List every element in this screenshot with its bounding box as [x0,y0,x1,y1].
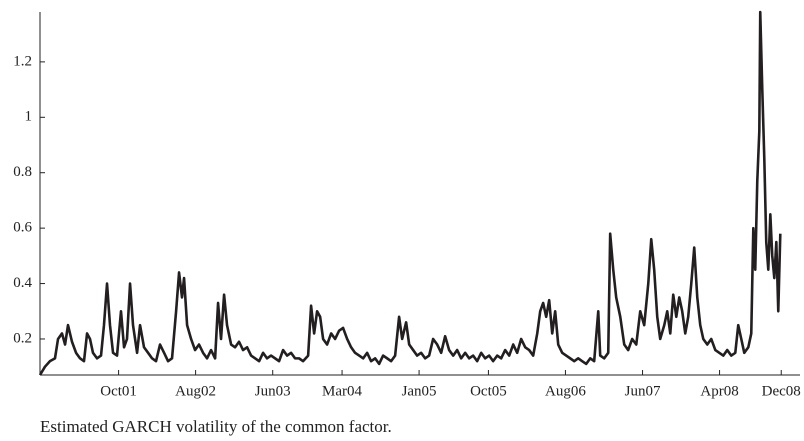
x-tick-label: Jan05 [402,383,437,399]
x-tick-label: Apr08 [700,383,738,399]
x-tick-label: Mar04 [322,383,362,399]
x-tick-label: Jun07 [625,383,661,399]
x-tick-label: Aug06 [545,383,586,399]
x-tick-label: Jun03 [255,383,291,399]
y-tick-label: 0.6 [13,220,32,236]
x-tick-label: Oct05 [470,383,507,399]
y-tick-label: 0.8 [13,164,32,180]
x-tick-label: Oct01 [100,383,137,399]
y-tick-label: 0.4 [13,275,32,291]
x-tick-label: Aug02 [175,383,216,399]
y-tick-label: 1.2 [13,53,32,69]
caption: Estimated GARCH volatility of the common… [40,417,392,436]
x-tick-label: Dec08 [762,383,801,399]
y-tick-label: 0.2 [13,330,32,346]
volatility-line [38,10,782,376]
y-tick-label: 1 [25,109,33,125]
